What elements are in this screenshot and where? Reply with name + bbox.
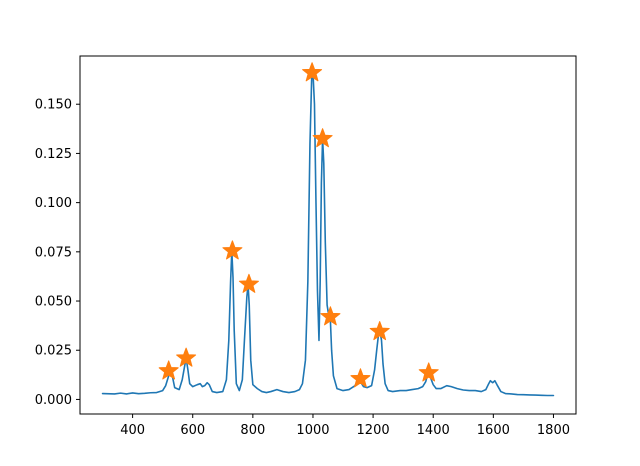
x-tick-label: 1200 — [357, 423, 390, 438]
x-tick-label: 1400 — [417, 423, 450, 438]
peak-star-marker — [418, 362, 439, 382]
x-tick-label: 400 — [120, 423, 145, 438]
x-tick-label: 1800 — [537, 423, 570, 438]
x-tick-label: 1600 — [477, 423, 510, 438]
y-tick-label: 0.125 — [35, 147, 72, 162]
peak-star-marker — [350, 368, 371, 388]
y-tick-label: 0.000 — [35, 393, 72, 408]
peak-star-marker — [238, 273, 259, 293]
plot-frame — [79, 55, 577, 415]
y-tick-label: 0.100 — [35, 196, 72, 211]
x-axis: 400 600 800 1000 1200 1400 1600 1800 — [120, 414, 570, 438]
x-tick-label: 600 — [180, 423, 205, 438]
y-axis: 0.000 0.025 0.050 0.075 0.100 0.125 0.150 — [35, 98, 80, 408]
y-tick-label: 0.150 — [35, 98, 72, 113]
plot-area — [80, 56, 576, 414]
peak-star-marker — [320, 306, 341, 326]
peak-star-marker — [158, 360, 179, 380]
x-tick-label: 800 — [240, 423, 265, 438]
peak-marker-layer — [158, 62, 439, 388]
x-tick-label: 1000 — [296, 423, 329, 438]
peak-star-marker — [176, 347, 197, 367]
y-tick-label: 0.075 — [35, 245, 72, 260]
y-tick-label: 0.025 — [35, 344, 72, 359]
spectrum-line — [101, 71, 555, 397]
series-line-layer — [101, 71, 555, 397]
peak-star-marker — [222, 240, 243, 260]
peak-star-marker — [312, 128, 333, 148]
peak-star-marker — [302, 62, 323, 82]
peak-star-marker — [369, 321, 390, 341]
y-tick-label: 0.050 — [35, 295, 72, 310]
